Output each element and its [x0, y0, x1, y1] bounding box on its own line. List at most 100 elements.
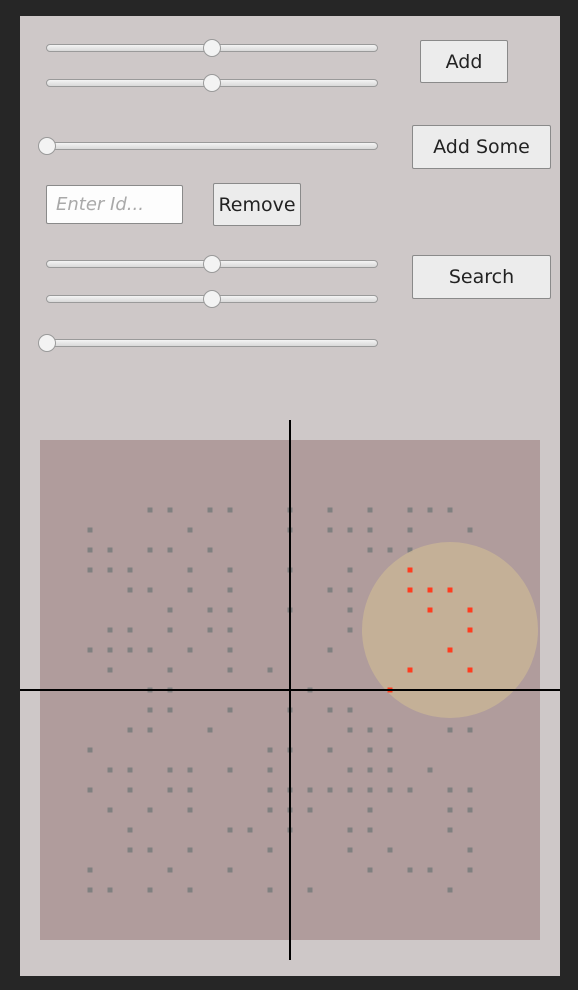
data-point — [167, 667, 173, 673]
highlighted-data-point — [467, 627, 473, 633]
data-point — [347, 767, 353, 773]
data-point — [207, 607, 213, 613]
data-point — [147, 507, 153, 513]
slider-3-thumb[interactable] — [38, 137, 56, 155]
data-point — [367, 727, 373, 733]
data-point — [447, 807, 453, 813]
data-point — [107, 647, 113, 653]
slider-2[interactable] — [46, 74, 378, 92]
data-point — [107, 567, 113, 573]
slider-6[interactable] — [38, 334, 378, 352]
slider-2-thumb[interactable] — [203, 74, 221, 92]
data-point — [447, 887, 453, 893]
data-point — [387, 547, 393, 553]
data-point — [127, 647, 133, 653]
data-point — [167, 507, 173, 513]
data-point — [187, 887, 193, 893]
data-point — [327, 707, 333, 713]
id-input[interactable] — [46, 185, 183, 224]
data-point — [367, 747, 373, 753]
data-point — [147, 807, 153, 813]
data-point — [467, 807, 473, 813]
data-point — [467, 527, 473, 533]
data-point — [227, 667, 233, 673]
data-point — [167, 607, 173, 613]
slider-4-thumb[interactable] — [203, 255, 221, 273]
data-point — [347, 607, 353, 613]
data-point — [447, 507, 453, 513]
data-point — [307, 807, 313, 813]
data-point — [167, 627, 173, 633]
search-button[interactable]: Search — [412, 255, 551, 299]
data-point — [147, 547, 153, 553]
data-point — [87, 547, 93, 553]
data-point — [127, 587, 133, 593]
data-point — [427, 507, 433, 513]
highlighted-data-point — [447, 647, 453, 653]
data-point — [407, 867, 413, 873]
data-point — [327, 507, 333, 513]
data-point — [107, 807, 113, 813]
data-point — [147, 847, 153, 853]
data-point — [87, 527, 93, 533]
data-point — [267, 787, 273, 793]
data-point — [147, 587, 153, 593]
data-point — [87, 747, 93, 753]
add-button[interactable]: Add — [420, 40, 508, 83]
data-point — [107, 667, 113, 673]
data-point — [467, 727, 473, 733]
data-point — [87, 867, 93, 873]
data-point — [447, 727, 453, 733]
remove-button[interactable]: Remove — [213, 183, 301, 226]
data-point — [187, 647, 193, 653]
points-layer — [87, 507, 473, 893]
data-point — [367, 767, 373, 773]
data-point — [387, 787, 393, 793]
data-point — [87, 887, 93, 893]
data-point — [367, 547, 373, 553]
data-point — [167, 867, 173, 873]
data-point — [407, 527, 413, 533]
data-point — [367, 867, 373, 873]
data-point — [167, 547, 173, 553]
data-point — [367, 827, 373, 833]
data-point — [227, 627, 233, 633]
data-point — [447, 827, 453, 833]
data-point — [247, 827, 253, 833]
data-point — [267, 847, 273, 853]
data-point — [207, 507, 213, 513]
data-point — [467, 787, 473, 793]
data-point — [207, 727, 213, 733]
data-point — [307, 787, 313, 793]
slider-5-thumb[interactable] — [203, 290, 221, 308]
data-point — [347, 707, 353, 713]
slider-3[interactable] — [38, 137, 378, 155]
data-point — [467, 847, 473, 853]
slider-1-thumb[interactable] — [203, 39, 221, 57]
slider-5[interactable] — [46, 290, 378, 308]
data-point — [107, 767, 113, 773]
data-point — [187, 807, 193, 813]
data-point — [187, 787, 193, 793]
slider-4[interactable] — [46, 255, 378, 273]
add-some-button[interactable]: Add Some — [412, 125, 551, 169]
data-point — [127, 767, 133, 773]
data-point — [187, 567, 193, 573]
data-point — [467, 867, 473, 873]
data-point — [367, 527, 373, 533]
data-point — [387, 727, 393, 733]
data-point — [327, 527, 333, 533]
data-point — [127, 787, 133, 793]
slider-1[interactable] — [46, 39, 378, 57]
slider-6-thumb[interactable] — [38, 334, 56, 352]
data-point — [147, 647, 153, 653]
data-point — [207, 627, 213, 633]
data-point — [347, 567, 353, 573]
data-point — [127, 847, 133, 853]
data-point — [167, 787, 173, 793]
data-point — [267, 807, 273, 813]
data-point — [267, 767, 273, 773]
spatial-visualization — [20, 420, 560, 960]
data-point — [127, 567, 133, 573]
data-point — [147, 707, 153, 713]
